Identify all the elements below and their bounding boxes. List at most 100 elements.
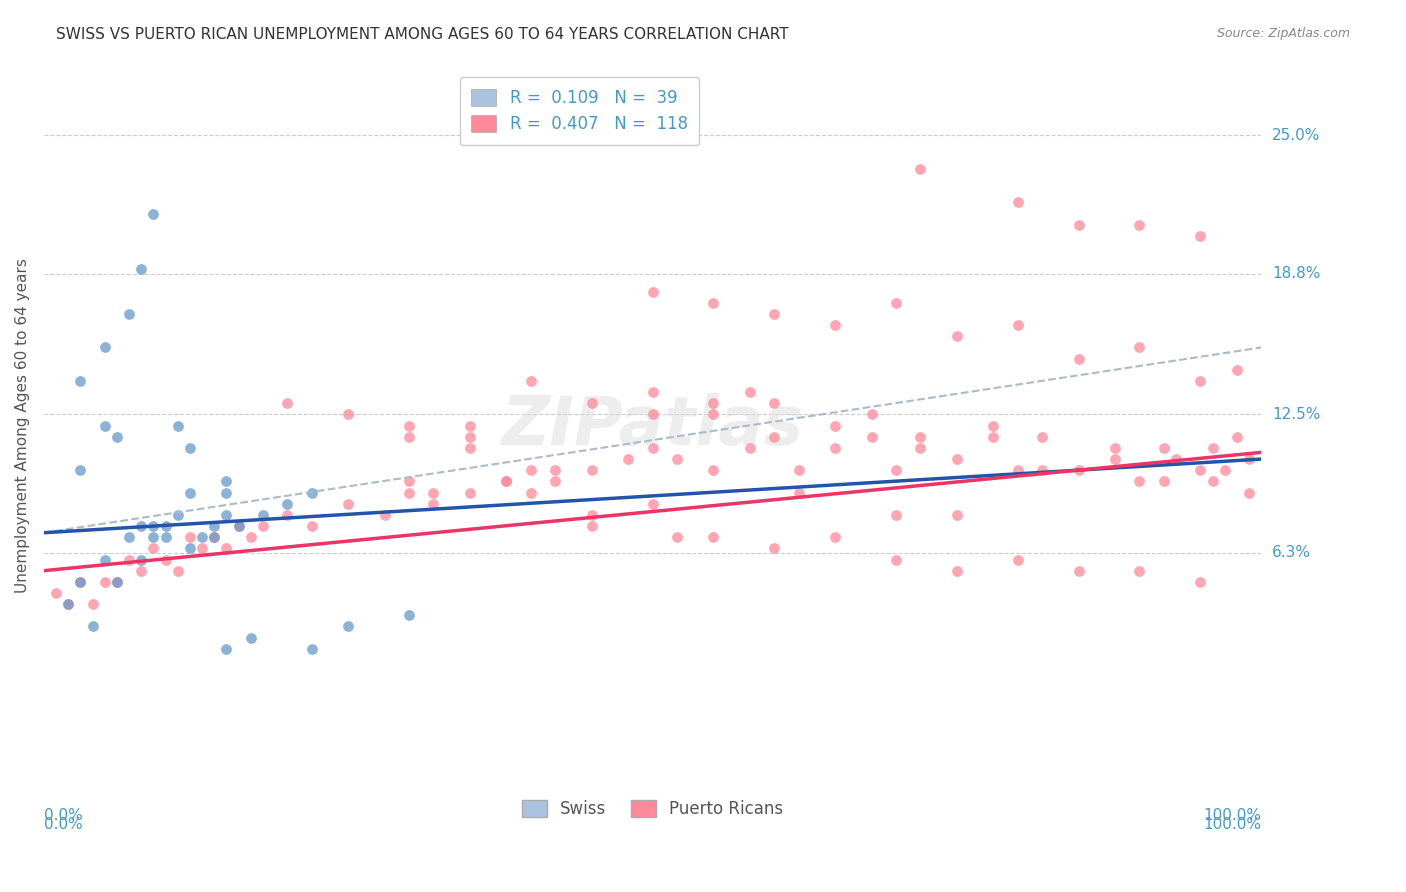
Point [824, 318, 846, 333]
Point [155, 530, 177, 544]
Point [179, 530, 201, 544]
Point [702, 463, 724, 477]
Point [215, 508, 238, 522]
Point [946, 508, 969, 522]
Point [398, 430, 420, 444]
Point [422, 497, 444, 511]
Point [458, 430, 481, 444]
Point [142, 541, 165, 556]
Point [641, 408, 664, 422]
Point [301, 641, 323, 656]
Text: 25.0%: 25.0% [1272, 128, 1320, 143]
Point [179, 441, 201, 455]
Point [129, 262, 152, 277]
Point [239, 530, 262, 544]
Point [1237, 452, 1260, 467]
Point [617, 452, 640, 467]
Point [166, 564, 188, 578]
Point [1067, 564, 1090, 578]
Point [228, 519, 250, 533]
Point [202, 530, 225, 544]
Point [398, 418, 420, 433]
Point [702, 530, 724, 544]
Point [458, 485, 481, 500]
Text: 6.3%: 6.3% [1272, 545, 1312, 560]
Text: ZIPatlas: ZIPatlas [502, 392, 804, 458]
Point [239, 631, 262, 645]
Point [69, 574, 91, 589]
Point [94, 552, 117, 566]
Point [215, 475, 238, 489]
Point [946, 329, 969, 343]
Point [763, 541, 786, 556]
Text: Source: ZipAtlas.com: Source: ZipAtlas.com [1216, 27, 1350, 40]
Point [738, 385, 761, 400]
Point [946, 452, 969, 467]
Point [155, 519, 177, 533]
Point [1189, 463, 1212, 477]
Point [105, 430, 128, 444]
Point [1128, 475, 1150, 489]
Point [118, 307, 141, 321]
Point [983, 430, 1005, 444]
Point [946, 564, 969, 578]
Point [398, 608, 420, 623]
Point [166, 508, 188, 522]
Point [1226, 363, 1249, 377]
Point [58, 597, 80, 611]
Point [910, 441, 932, 455]
Point [641, 285, 664, 299]
Point [1189, 228, 1212, 243]
Point [105, 574, 128, 589]
Point [94, 341, 117, 355]
Point [129, 519, 152, 533]
Point [495, 475, 517, 489]
Point [665, 452, 688, 467]
Point [520, 374, 543, 388]
Point [702, 396, 724, 410]
Point [276, 508, 298, 522]
Point [1153, 441, 1175, 455]
Point [276, 396, 298, 410]
Point [824, 530, 846, 544]
Point [1031, 430, 1053, 444]
Point [82, 597, 104, 611]
Point [581, 508, 603, 522]
Point [458, 441, 481, 455]
Point [884, 296, 907, 310]
Point [910, 430, 932, 444]
Point [520, 463, 543, 477]
Point [860, 430, 883, 444]
Text: 100.0%: 100.0% [1204, 817, 1261, 832]
Point [884, 552, 907, 566]
Point [215, 485, 238, 500]
Point [337, 408, 360, 422]
Point [884, 463, 907, 477]
Point [1128, 341, 1150, 355]
Point [202, 519, 225, 533]
Point [228, 519, 250, 533]
Point [1067, 351, 1090, 366]
Point [374, 508, 396, 522]
Point [1226, 430, 1249, 444]
Point [884, 508, 907, 522]
Point [738, 441, 761, 455]
Point [94, 574, 117, 589]
Text: 18.8%: 18.8% [1272, 267, 1320, 281]
Point [191, 541, 214, 556]
Point [1153, 475, 1175, 489]
Point [118, 530, 141, 544]
Point [118, 552, 141, 566]
Point [983, 418, 1005, 433]
Point [1104, 452, 1126, 467]
Point [142, 519, 165, 533]
Point [787, 463, 810, 477]
Point [215, 541, 238, 556]
Point [422, 485, 444, 500]
Point [179, 485, 201, 500]
Point [337, 497, 360, 511]
Point [1164, 452, 1187, 467]
Point [45, 586, 67, 600]
Point [155, 552, 177, 566]
Text: SWISS VS PUERTO RICAN UNEMPLOYMENT AMONG AGES 60 TO 64 YEARS CORRELATION CHART: SWISS VS PUERTO RICAN UNEMPLOYMENT AMONG… [56, 27, 789, 42]
